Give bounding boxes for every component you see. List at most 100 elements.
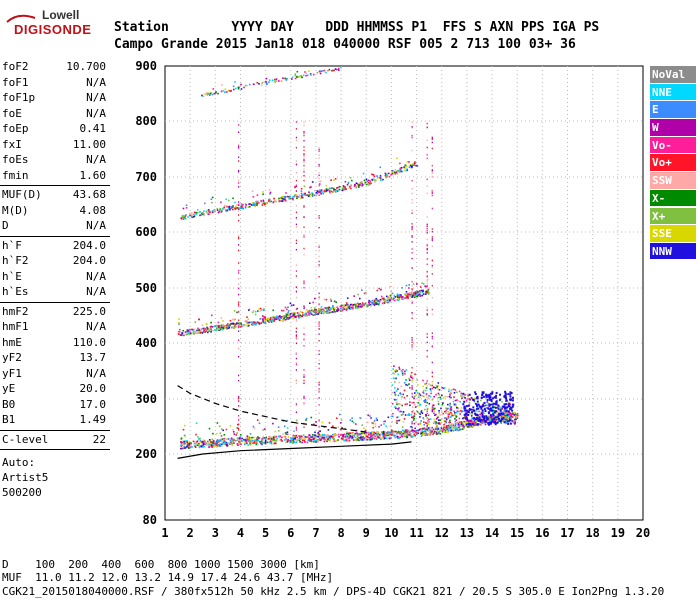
echo-point <box>235 323 237 326</box>
echo-point <box>419 394 422 396</box>
echo-point <box>332 308 334 310</box>
echo-point <box>449 409 451 411</box>
interference-point <box>318 388 320 390</box>
interference-point <box>411 248 413 250</box>
echo-point <box>352 303 355 306</box>
interference-point <box>431 172 433 174</box>
echo-point <box>315 439 318 442</box>
echo-point <box>421 433 423 436</box>
interference-point <box>411 126 413 129</box>
echo-point <box>346 435 349 437</box>
interference-point <box>411 312 413 314</box>
echo-point <box>314 431 316 434</box>
echo-point <box>284 196 287 198</box>
echo-point <box>324 438 326 441</box>
echo-point <box>342 185 345 187</box>
echo-point <box>409 292 412 294</box>
echo-point <box>444 426 446 428</box>
param-value: N/A <box>86 153 106 166</box>
echo-point <box>425 382 428 385</box>
echo-point <box>287 311 289 314</box>
echo-point <box>201 443 203 446</box>
echo-point <box>311 195 314 197</box>
echo-point <box>406 296 409 298</box>
echo-point <box>187 446 190 449</box>
interference-point <box>238 423 240 425</box>
echo-point <box>442 427 445 430</box>
param-value: N/A <box>86 91 106 104</box>
interference-point <box>303 146 305 148</box>
echo-point <box>182 207 185 210</box>
echo-point <box>380 438 382 441</box>
echo-point <box>263 203 266 206</box>
echo-point <box>514 411 516 414</box>
echo-point <box>240 443 242 445</box>
interference-point <box>431 192 433 194</box>
echo-point <box>282 200 285 202</box>
interference-point <box>303 337 305 340</box>
param-b0: B0 17.0 <box>2 398 106 414</box>
interference-point <box>238 355 240 358</box>
interference-point <box>295 286 297 289</box>
echo-point <box>315 192 318 194</box>
echo-point <box>484 423 487 426</box>
echo-point <box>375 297 377 300</box>
echo-point <box>220 445 223 447</box>
echo-point <box>509 419 511 422</box>
echo-point <box>484 421 487 424</box>
echo-point <box>379 177 381 179</box>
echo-point <box>243 443 246 446</box>
echo-point <box>296 439 299 441</box>
echo-point <box>384 432 386 435</box>
echo-point <box>271 316 274 319</box>
echo-point <box>203 442 205 444</box>
echo-point <box>184 331 187 333</box>
echo-point <box>382 178 384 181</box>
echo-point <box>447 417 450 419</box>
echo-point <box>371 438 373 440</box>
echo-point <box>499 409 502 412</box>
echo-point <box>483 395 485 398</box>
echo-point <box>470 397 473 399</box>
echo-point <box>235 326 237 328</box>
interference-point <box>431 313 433 315</box>
echo-point <box>366 435 369 437</box>
echo-point <box>235 87 237 90</box>
echo-point <box>500 416 503 418</box>
echo-point <box>293 313 296 315</box>
echo-point <box>398 381 401 384</box>
interference-point <box>426 154 428 156</box>
interference-point <box>238 124 240 126</box>
interference-point <box>431 141 433 144</box>
echo-point <box>202 327 205 330</box>
echo-point <box>417 405 419 407</box>
echo-point <box>372 422 374 425</box>
interference-point <box>318 325 320 327</box>
echo-point <box>342 434 344 437</box>
interference-point <box>238 179 240 182</box>
interference-point <box>318 292 320 295</box>
echo-point <box>429 388 432 390</box>
echo-point <box>492 414 495 417</box>
echo-point <box>488 403 491 406</box>
echo-point <box>320 311 323 313</box>
echo-point <box>369 180 371 182</box>
echo-point <box>274 435 276 438</box>
echo-point <box>195 444 197 447</box>
interference-point <box>295 296 297 299</box>
echo-point <box>180 444 182 446</box>
interference-point <box>411 236 413 238</box>
echo-point <box>341 427 343 429</box>
echo-point <box>447 413 450 416</box>
echo-point <box>326 434 328 437</box>
echo-point <box>226 324 229 326</box>
interference-point <box>411 252 413 254</box>
echo-point <box>352 439 355 441</box>
echo-point <box>378 287 381 290</box>
echo-point <box>405 369 408 371</box>
echo-point <box>274 78 276 81</box>
echo-point <box>198 444 200 446</box>
interference-point <box>238 249 240 252</box>
echo-point <box>207 213 210 216</box>
echo-point <box>325 437 328 440</box>
